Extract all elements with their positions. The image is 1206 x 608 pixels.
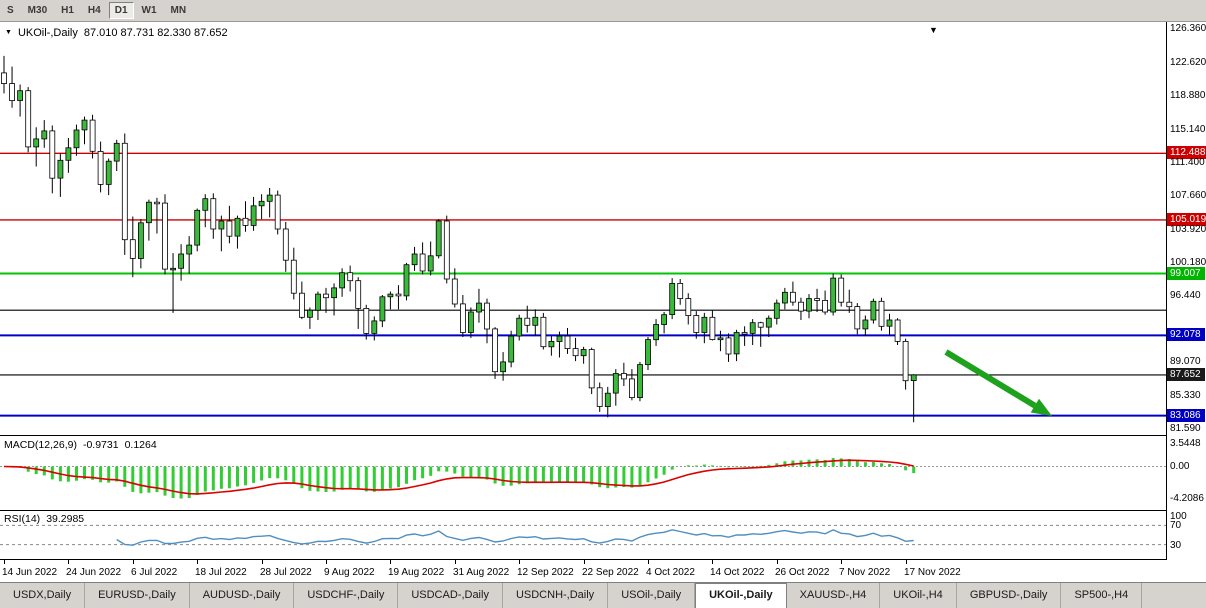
date-tick [519, 560, 520, 564]
timeframe-button-d1[interactable]: D1 [108, 2, 134, 19]
price-chart[interactable] [0, 22, 1166, 436]
price-label-87.652: 87.652 [1167, 368, 1205, 381]
date-tick [4, 560, 5, 564]
timeframe-button-h1[interactable]: H1 [61, 5, 74, 16]
price-label-83.086: 83.086 [1167, 409, 1205, 422]
date-tick [326, 560, 327, 564]
date-label: 26 Oct 2022 [775, 567, 830, 578]
chart-tab-bar: USDX,Daily EURUSD-,Daily AUDUSD-,Daily USDC… [0, 582, 1206, 608]
price-label-92.078: 92.078 [1167, 328, 1205, 341]
date-tick [455, 560, 456, 564]
tab-usdcad-daily[interactable]: USDCAD-,Daily [398, 583, 503, 608]
rsi-axis-label-70: 70 [1170, 520, 1182, 531]
date-label: 28 Jul 2022 [260, 567, 312, 578]
date-label: 4 Oct 2022 [646, 567, 695, 578]
date-tick [68, 560, 69, 564]
price-label-115.140: 115.140 [1170, 124, 1206, 135]
date-label: 22 Sep 2022 [582, 567, 639, 578]
timeframe-button-w1[interactable]: W1 [141, 5, 157, 16]
price-label-112.488: 112.488 [1167, 146, 1206, 159]
tab-usdx-daily[interactable]: USDX,Daily [0, 583, 86, 608]
tab-usdchf-daily[interactable]: USDCHF-,Daily [294, 583, 399, 608]
macd-axis-label-3.5448: 3.5448 [1170, 438, 1201, 449]
macd-axis-label--4.2086: -4.2086 [1170, 493, 1204, 504]
timeframe-button-mn[interactable]: MN [170, 5, 187, 16]
chart-header: ▼ UKOil-,Daily 87.010 87.731 82.330 87.6… [5, 27, 228, 39]
rsi-line [116, 529, 914, 546]
chart-window: ▼ UKOil-,Daily 87.010 87.731 82.330 87.6… [0, 22, 1206, 582]
price-label-105.019: 105.019 [1167, 213, 1206, 226]
price-label-122.620: 122.620 [1170, 57, 1206, 68]
tab-gbpusd-daily[interactable]: GBPUSD-,Daily [957, 583, 1062, 608]
date-tick [712, 560, 713, 564]
macd-name: MACD(12,26,9) [4, 439, 77, 451]
date-axis[interactable]: 14 Jun 2022 24 Jun 2022 6 Jul 2022 18 Jul 2… [0, 560, 1206, 582]
trend-arrow[interactable] [944, 349, 1052, 416]
price-label-96.440: 96.440 [1170, 290, 1201, 301]
price-label-107.660: 107.660 [1170, 190, 1206, 201]
date-label: 14 Oct 2022 [710, 567, 765, 578]
macd-signal-line [3, 459, 914, 495]
date-tick [841, 560, 842, 564]
date-tick [390, 560, 391, 564]
candles [1, 55, 917, 423]
rsi-name: RSI(14) [4, 513, 41, 525]
date-label: 9 Aug 2022 [324, 567, 375, 578]
timeframe-button-h4[interactable]: H4 [87, 5, 101, 16]
price-label-99.007: 99.007 [1167, 267, 1205, 280]
macd-panel[interactable]: MACD(12,26,9) -0.9731 0.1264 [0, 437, 1166, 511]
date-tick [584, 560, 585, 564]
timeframe-button-m30[interactable]: M30 [27, 5, 48, 16]
timeframe-button-s[interactable]: S [7, 5, 14, 16]
price-label-118.880: 118.880 [1170, 90, 1206, 101]
date-tick [133, 560, 134, 564]
date-label: 14 Jun 2022 [2, 567, 58, 578]
tab-usoil-daily[interactable]: USOil-,Daily [608, 583, 696, 608]
date-label: 24 Jun 2022 [66, 567, 122, 578]
date-label: 6 Jul 2022 [131, 567, 178, 578]
tab-ukoil-daily[interactable]: UKOil-,Daily [695, 583, 787, 608]
date-tick [648, 560, 649, 564]
price-label-81.590: 81.590 [1170, 423, 1201, 434]
date-tick [777, 560, 778, 564]
tab-xauusd-h4[interactable]: XAUUSD-,H4 [787, 583, 881, 608]
macd-axis-label-0.00: 0.00 [1170, 461, 1190, 472]
tab-sp500-h4[interactable]: SP500-,H4 [1061, 583, 1143, 608]
chart-title: UKOil-,Daily [17, 27, 78, 39]
price-label-103.920: 103.920 [1170, 224, 1206, 235]
macd-label: MACD(12,26,9) -0.9731 0.1264 [4, 439, 157, 451]
rsi-axis-label-30: 30 [1170, 540, 1182, 551]
price-label-89.070: 89.070 [1170, 356, 1201, 367]
price-axis[interactable]: 126.360 122.620 118.880 115.140 112.488 111.4… [1166, 22, 1206, 560]
timeframe-toolbar: S M30 H1 H4 D1 W1 MN [0, 0, 1206, 22]
date-label: 17 Nov 2022 [904, 567, 961, 578]
chart-shift-marker-icon[interactable]: ▼ [929, 25, 938, 35]
date-tick [197, 560, 198, 564]
tab-audusd-daily[interactable]: AUDUSD-,Daily [190, 583, 295, 608]
date-label: 7 Nov 2022 [839, 567, 891, 578]
macd-main-value: -0.9731 [82, 439, 119, 451]
date-label: 19 Aug 2022 [388, 567, 445, 578]
date-tick [262, 560, 263, 564]
rsi-axis-label-100: 100 [1170, 511, 1187, 522]
date-label: 12 Sep 2022 [517, 567, 574, 578]
macd-signal-value: 0.1264 [124, 439, 157, 451]
date-label: 18 Jul 2022 [195, 567, 247, 578]
price-label-111.400: 111.400 [1170, 157, 1205, 168]
price-label-100.180: 100.180 [1170, 257, 1206, 268]
rsi-panel[interactable]: RSI(14) 39.2985 [0, 511, 1166, 560]
chart-ohlc: 87.010 87.731 82.330 87.652 [83, 27, 228, 39]
tab-usdcnh-daily[interactable]: USDCNH-,Daily [503, 583, 609, 608]
symbol-dropdown-icon[interactable]: ▼ [5, 29, 12, 36]
price-label-126.360: 126.360 [1170, 23, 1206, 34]
tab-ukoil-h4[interactable]: UKOil-,H4 [880, 583, 957, 608]
date-label: 31 Aug 2022 [453, 567, 510, 578]
price-label-85.330: 85.330 [1170, 390, 1201, 401]
rsi-label: RSI(14) 39.2985 [4, 513, 84, 525]
rsi-value: 39.2985 [46, 513, 85, 525]
date-tick [906, 560, 907, 564]
tab-eurusd-daily[interactable]: EURUSD-,Daily [85, 583, 190, 608]
